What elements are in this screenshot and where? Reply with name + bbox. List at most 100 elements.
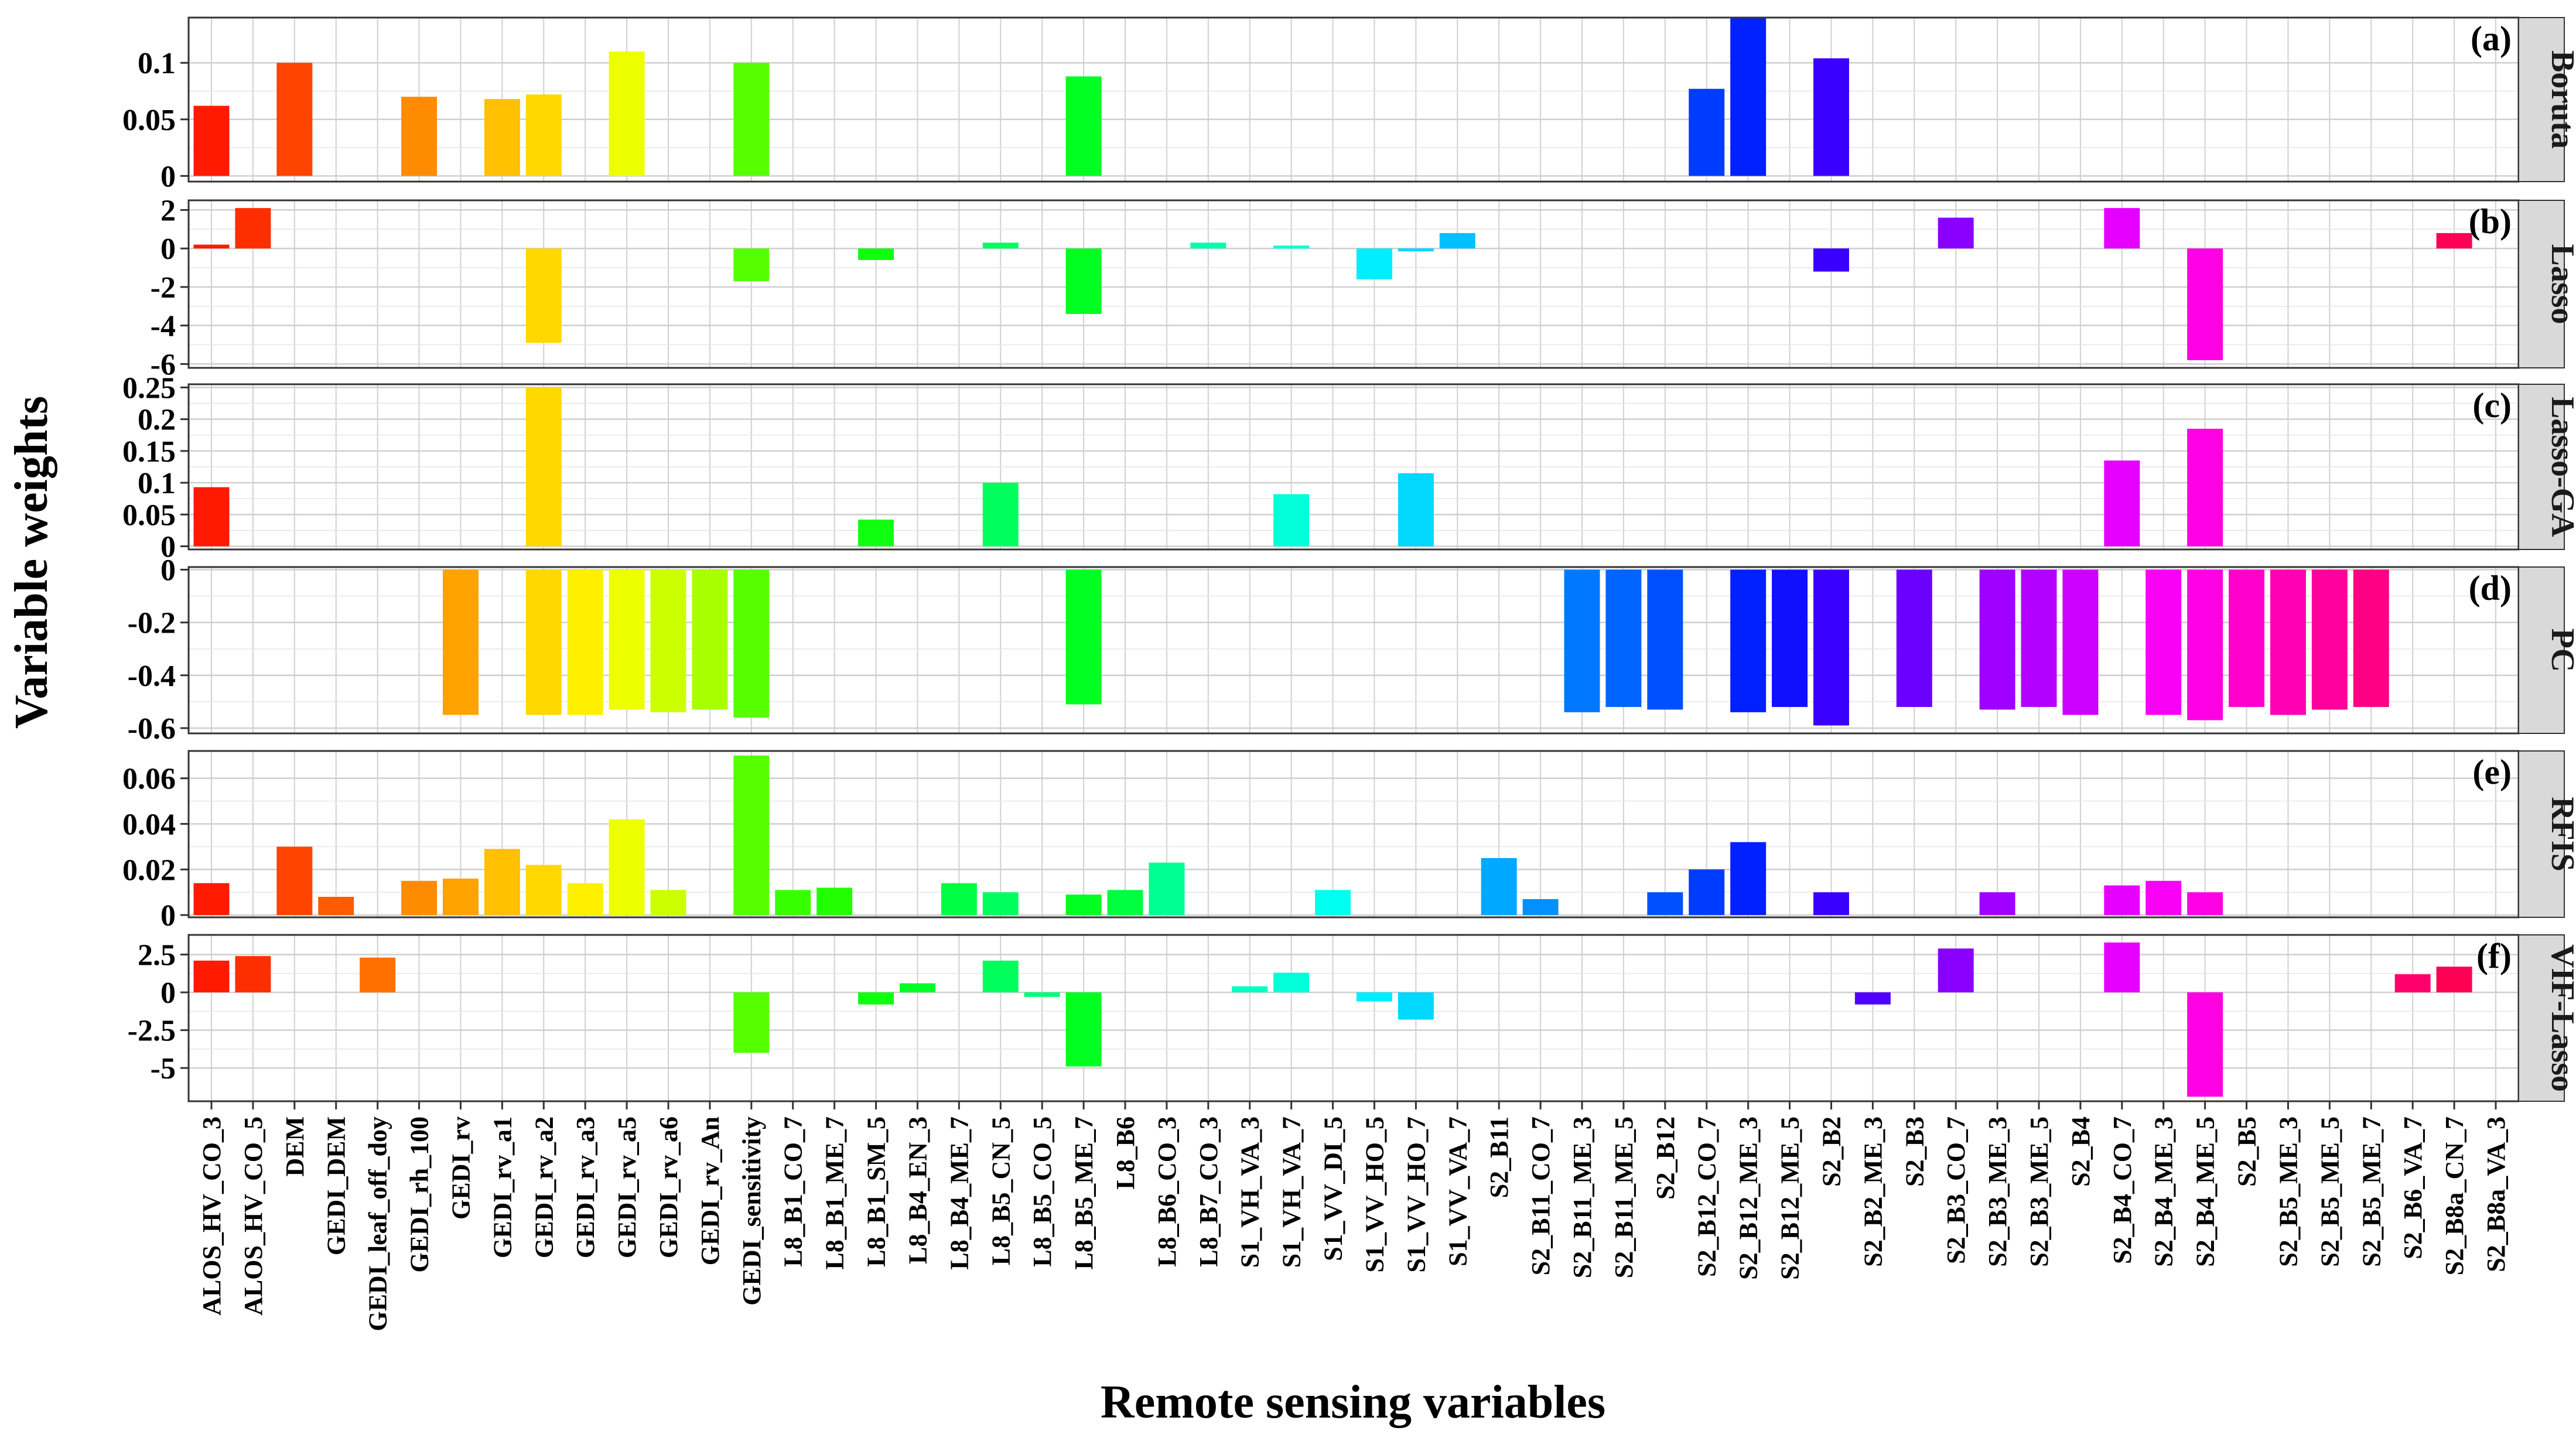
- bar-S2_B12_ME_3: [1730, 842, 1767, 916]
- bar-S2_B4_ME_5: [2187, 892, 2223, 916]
- bar-L8_B5_ME_7: [1065, 248, 1102, 314]
- x-tick-label: S2_B3_ME_3: [1983, 1116, 2012, 1267]
- bar-S2_B2: [1813, 569, 1849, 726]
- y-tick-label: 0.05: [122, 104, 176, 137]
- bar-GEDI_sensitivity: [733, 248, 770, 282]
- bar-GEDI_rv_a5: [609, 51, 645, 176]
- bar-S2_B5_ME_3: [2270, 569, 2306, 715]
- bar-S2_B5: [2229, 569, 2265, 707]
- bar-S1_VV_HO_5: [1356, 992, 1392, 1002]
- facet-strip-label: Lasso-GA: [2544, 397, 2576, 537]
- bar-S2_B12_ME_3: [1730, 18, 1767, 176]
- bar-S2_B4: [2062, 569, 2099, 715]
- bar-L8_B5_CO_5: [1024, 992, 1060, 997]
- bar-GEDI_rv_a2: [525, 569, 562, 715]
- facet-strip-label: Lasso: [2544, 244, 2576, 325]
- bar-GEDI_rv_a5: [609, 819, 645, 916]
- y-axis-title: Variable weights: [6, 396, 57, 729]
- bar-GEDI_rv_a2: [525, 387, 562, 547]
- bar-L8_B5_ME_7: [1065, 76, 1102, 176]
- bar-GEDI_rh_100: [401, 97, 438, 176]
- x-tick-label: S1_VV_VA_7: [1443, 1116, 1472, 1266]
- bar-GEDI_DEM: [318, 896, 354, 916]
- bar-L8_B6_CO_3: [1149, 862, 1185, 916]
- panel-background: [189, 18, 2519, 182]
- bar-S2_B11_ME_5: [1605, 569, 1642, 707]
- x-tick-label: S1_VV_DI_5: [1319, 1116, 1348, 1261]
- bar-S2_B2_ME_3: [1854, 992, 1891, 1005]
- bar-S2_B8a_CN_7: [2436, 967, 2472, 993]
- y-tick-label: 0.02: [122, 853, 176, 887]
- x-tick-label: GEDI_rv: [446, 1116, 475, 1220]
- x-tick-label: S2_B5_ME_5: [2315, 1116, 2344, 1267]
- x-tick-label: L8_B6: [1111, 1116, 1140, 1190]
- bar-S2_B3: [1896, 569, 1932, 707]
- x-tick-label: S2_B3_ME_5: [2025, 1116, 2054, 1267]
- bar-S1_VV_HO_7: [1398, 473, 1434, 547]
- bar-L8_B1_CO_7: [775, 890, 811, 916]
- x-tick-label: S2_B4_CO_7: [2108, 1116, 2137, 1264]
- bar-S2_B4_ME_5: [2187, 428, 2223, 547]
- y-tick-label: -4: [151, 310, 176, 343]
- panel-tag: (d): [2469, 569, 2512, 607]
- panel-background: [189, 935, 2519, 1101]
- x-tick-label: L8_B5_CN_5: [986, 1116, 1015, 1265]
- bar-S2_B2: [1813, 58, 1849, 176]
- bar-S2_B4_CO_7: [2104, 460, 2140, 547]
- bar-GEDI_rv_a2: [525, 248, 562, 343]
- y-tick-label: 0.04: [122, 808, 176, 841]
- bar-S2_B4_CO_7: [2104, 942, 2140, 993]
- bar-S1_VH_VA_7: [1273, 245, 1310, 249]
- x-tick-label: GEDI_rv_a1: [488, 1116, 517, 1258]
- bar-S2_B11_CO_7: [1522, 899, 1559, 916]
- bar-S1_VH_VA_7: [1273, 972, 1310, 993]
- x-tick-label: S2_B6_VA_7: [2399, 1116, 2427, 1259]
- chart-panels: Boruta(a)00.050.1Lasso(b)-6-4-202Lasso-G…: [122, 16, 2576, 1109]
- bar-S2_B3_CO_7: [1938, 217, 1974, 249]
- x-tick-label: GEDI_sensitivity: [737, 1116, 766, 1306]
- x-tick-label: S2_B12_CO_7: [1693, 1116, 1721, 1277]
- x-tick-label: S2_B11_ME_3: [1568, 1116, 1597, 1278]
- bar-S2_B4_ME_5: [2187, 569, 2223, 720]
- bar-L8_B5_CN_5: [982, 483, 1019, 547]
- bar-L8_B7_CO_3: [1190, 243, 1226, 249]
- x-tick-label: S2_B4_ME_5: [2191, 1116, 2220, 1267]
- x-tick-label: S1_VV_HO_5: [1360, 1116, 1389, 1272]
- panel-tag: (a): [2471, 19, 2512, 58]
- bar-GEDI_sensitivity: [733, 755, 770, 916]
- bar-DEM: [276, 63, 313, 176]
- x-tick-label: S2_B4: [2066, 1116, 2095, 1187]
- facet-strip-label: VIF-Lasso: [2544, 944, 2576, 1092]
- bar-S2_B3_ME_3: [1979, 892, 2015, 916]
- bar-GEDI_rv_a2: [525, 865, 562, 916]
- bar-GEDI_sensitivity: [733, 569, 770, 718]
- bar-S2_B3_ME_3: [1979, 569, 2015, 710]
- bar-GEDI_rv_a2: [525, 94, 562, 176]
- facet-strip: [2518, 17, 2565, 182]
- x-tick-label: S2_B3: [1900, 1116, 1929, 1187]
- bar-GEDI_rh_100: [401, 880, 438, 916]
- bar-L8_B4_EN_3: [899, 983, 935, 993]
- bar-GEDI_rv_a5: [609, 569, 645, 710]
- y-tick-label: 0.1: [138, 467, 176, 500]
- bar-S2_B12: [1647, 892, 1683, 916]
- bar-ALOS_HV_CO_3: [193, 244, 230, 249]
- panel-pc: PC (d) -0.6 -0.4 -0.2 0: [128, 554, 2576, 746]
- bar-S1_VV_HO_5: [1356, 248, 1392, 279]
- panel-boruta: Boruta (a) 0 0.05 0.1: [122, 16, 2576, 193]
- bar-S1_VV_HO_7: [1398, 992, 1434, 1020]
- facet-strip-label: PC: [2544, 629, 2576, 672]
- bar-S2_B2: [1813, 892, 1849, 916]
- y-tick-label: -2.5: [128, 1015, 176, 1048]
- bar-L8_B5_ME_7: [1065, 894, 1102, 916]
- x-tick-label: ALOS_HV_CO_5: [239, 1116, 268, 1316]
- panel-tag: (f): [2476, 937, 2512, 975]
- x-tick-label: L8_B4_EN_3: [903, 1116, 932, 1264]
- bar-GEDI_rv: [442, 878, 479, 916]
- bar-S2_B11: [1481, 858, 1517, 916]
- y-tick-label: 2: [160, 194, 176, 227]
- bar-GEDI_rv_a3: [567, 883, 603, 916]
- x-tick-label: L8_B1_SM_5: [862, 1116, 891, 1267]
- y-tick-label: 0: [160, 554, 176, 588]
- x-tick-label: GEDI_rv_a3: [571, 1116, 600, 1258]
